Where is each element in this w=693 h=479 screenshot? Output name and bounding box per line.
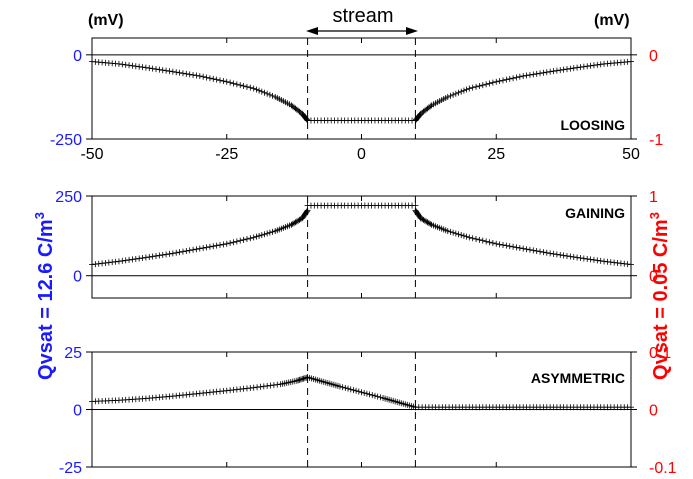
stream-arrow [306,27,418,35]
right-tick-label: 0 [649,269,658,286]
panel-gaining: 250 0 1 0 GAINING [55,189,658,299]
data-series [412,207,634,268]
right-axis-title: Qvsat = 0.05 C/m3 [647,212,672,380]
left-tick-label: 0 [73,269,82,286]
left-axis-title-main: Qvsat = 12.6 C/m [35,219,57,380]
right-tick-label: 0 [649,403,658,420]
right-axis-title-main: Qvsat = 0.05 C/m [650,219,672,380]
panel-label: ASYMMETRIC [531,370,625,386]
panel-label: LOOSING [560,117,625,133]
data-series [304,117,419,124]
right-tick-label: 0 [649,48,658,65]
panels: -50 -25 0 25 500-2500-1LOOSING250010GAINING2… [50,37,677,477]
data-series [412,404,634,411]
x-tick-label: 50 [622,146,640,163]
x-tick-label: 25 [487,146,505,163]
left-tick-label: 0 [73,403,82,420]
plot-frame [91,37,632,140]
right-tick-label: 1 [649,189,658,206]
data-series [304,374,419,411]
data-series [89,374,311,405]
left-tick-label: -25 [59,460,82,477]
stream-label: stream [332,5,393,27]
left-tick-label: -250 [50,132,82,149]
x-tick-label: 0 [357,146,366,163]
left-tick-label: 0 [73,48,82,65]
x-tick-label: -25 [215,146,238,163]
right-unit-label: (mV) [594,12,630,29]
plot-frame [91,195,632,299]
left-unit-label: (mV) [88,12,124,29]
data-series [89,58,311,124]
right-tick-label: -0.1 [649,460,677,477]
right-tick-label: 0.1 [649,345,671,362]
right-tick-label: -1 [649,132,663,149]
left-tick-label: 250 [55,189,82,206]
left-tick-label: 25 [64,345,82,362]
right-axis-title-sup: 3 [647,212,662,219]
x-tick-label: -50 [80,146,103,163]
left-axis-title-sup: 3 [32,212,47,219]
panel-asymmetric: 25 0 -25 0.1 0 -0.1 ASYMMETRIC [59,345,677,477]
data-series [412,58,634,124]
data-series [304,202,419,209]
panel-label: GAINING [565,205,625,221]
data-series [89,207,311,268]
left-axis-title: Qvsat = 12.6 C/m3 [32,212,57,380]
